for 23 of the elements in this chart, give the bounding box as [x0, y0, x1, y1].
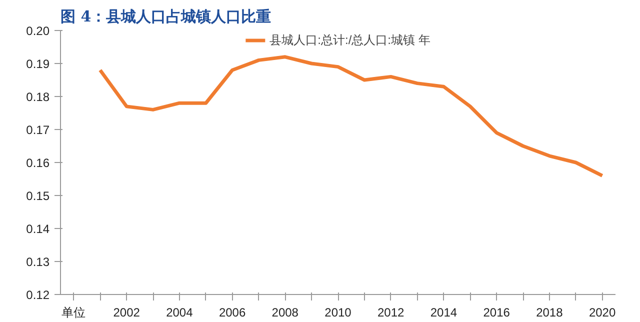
x-tick-label: 2008 [272, 306, 299, 320]
x-tick-label: 2014 [430, 306, 458, 320]
x-tick-label: 单位 [62, 306, 86, 320]
y-tick-label: 0.16 [26, 156, 50, 170]
y-tick-label: 0.18 [26, 90, 50, 104]
y-tick-label: 0.19 [26, 57, 50, 71]
legend-label: 县城人口:总计:/总人口:城镇 年 [270, 32, 430, 48]
chart-title: 图 4：县城人口占城镇人口比重 [60, 8, 272, 26]
x-tick-label: 2004 [166, 306, 194, 320]
x-tick-label: 2020 [588, 306, 616, 320]
x-tick-label: 2010 [324, 306, 352, 320]
x-tick-label: 2012 [378, 306, 405, 320]
line-series [98, 55, 604, 178]
x-tick-label: 2002 [113, 306, 140, 320]
y-tick-label: 0.13 [26, 255, 50, 269]
x-tick-label: 2016 [483, 306, 510, 320]
y-tick-label: 0.15 [26, 189, 50, 203]
y-tick-label: 0.17 [26, 123, 50, 137]
x-tick-label: 2006 [218, 306, 246, 320]
x-tick-label: 2018 [536, 306, 564, 320]
y-tick-label: 0.12 [26, 288, 50, 302]
y-tick-label: 0.14 [26, 222, 50, 236]
y-tick-label: 0.20 [26, 24, 50, 38]
